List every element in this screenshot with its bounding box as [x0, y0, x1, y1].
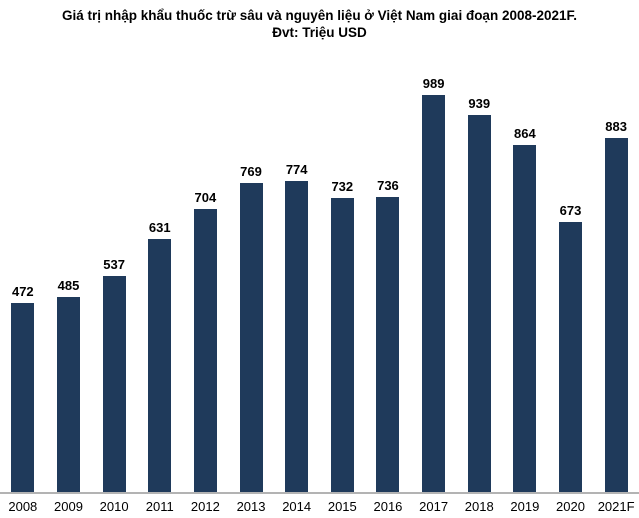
bar-value-label: 883: [605, 119, 627, 134]
bar-value-label: 485: [57, 278, 80, 293]
bar-value-label: 537: [103, 257, 125, 272]
x-tick-label: 2015: [327, 499, 357, 514]
bar-column: 537: [91, 70, 137, 492]
x-tick-label: 2008: [8, 499, 38, 514]
bar: [376, 197, 400, 492]
x-tick-label: 2016: [373, 499, 403, 514]
bar-column: 472: [0, 70, 46, 492]
bar: [604, 138, 628, 492]
bar-value-label: 472: [11, 284, 34, 299]
bar-column: 704: [183, 70, 229, 492]
bar: [148, 239, 172, 492]
bar: [559, 222, 582, 492]
x-tick-label: 2021F: [597, 499, 635, 514]
bar-value-label: 736: [377, 178, 399, 193]
bar-column: 939: [456, 70, 502, 492]
bar: [330, 198, 354, 492]
bar-column: 883: [593, 70, 639, 492]
x-tick-label: 2017: [419, 499, 449, 514]
x-tick-label: 2011: [145, 499, 174, 514]
x-tick-label: 2012: [190, 499, 220, 514]
x-tick-label: 2019: [510, 499, 540, 514]
bar: [513, 145, 537, 492]
bar-column: 631: [137, 70, 183, 492]
bar-column: 989: [411, 70, 457, 492]
bar-value-label: 673: [559, 203, 582, 218]
bar: [11, 303, 35, 492]
x-tick-label: 2009: [54, 499, 83, 514]
bar-value-label: 989: [422, 76, 445, 91]
bar: [467, 115, 491, 492]
x-tick-label: 2010: [99, 499, 129, 514]
bar-column: 769: [228, 70, 274, 492]
bar-value-label: 631: [148, 220, 171, 235]
x-tick-label: 2018: [464, 499, 494, 514]
bar: [422, 95, 446, 492]
bar-value-label: 864: [514, 126, 536, 141]
x-tick-label: 2013: [236, 499, 266, 514]
bar: [193, 209, 217, 492]
chart-unit-label: Đvt: Triệu USD: [272, 25, 367, 40]
bar-value-label: 939: [468, 96, 491, 111]
x-tick-label: 2020: [556, 499, 585, 514]
x-tick-label: 2014: [282, 499, 312, 514]
bar-value-label: 704: [194, 190, 217, 205]
bar-column: 732: [319, 70, 365, 492]
chart-title-block: Giá trị nhập khẩu thuốc trừ sâu và nguyê…: [0, 0, 639, 41]
bar: [56, 297, 80, 492]
bar-column: 774: [274, 70, 320, 492]
chart-title: Giá trị nhập khẩu thuốc trừ sâu và nguyê…: [61, 8, 578, 23]
bar: [239, 183, 263, 492]
bar-value-label: 774: [285, 162, 308, 177]
bar: [102, 276, 126, 492]
x-axis-line: [0, 492, 639, 494]
x-axis-tick-labels: 2008 2009 2010 2011 2012 2013 2014 2015 2016 2017…: [0, 499, 639, 514]
bar-column: 485: [46, 70, 92, 492]
bar-column: 736: [365, 70, 411, 492]
plot-area: 472 485 537 631 704 769 774 732 736 989 939 864 673 8…: [0, 70, 639, 492]
bar-value-label: 769: [240, 164, 262, 179]
bar: [285, 181, 309, 492]
bar-column: 673: [548, 70, 594, 492]
bar-column: 864: [502, 70, 548, 492]
bar-value-label: 732: [331, 179, 354, 194]
